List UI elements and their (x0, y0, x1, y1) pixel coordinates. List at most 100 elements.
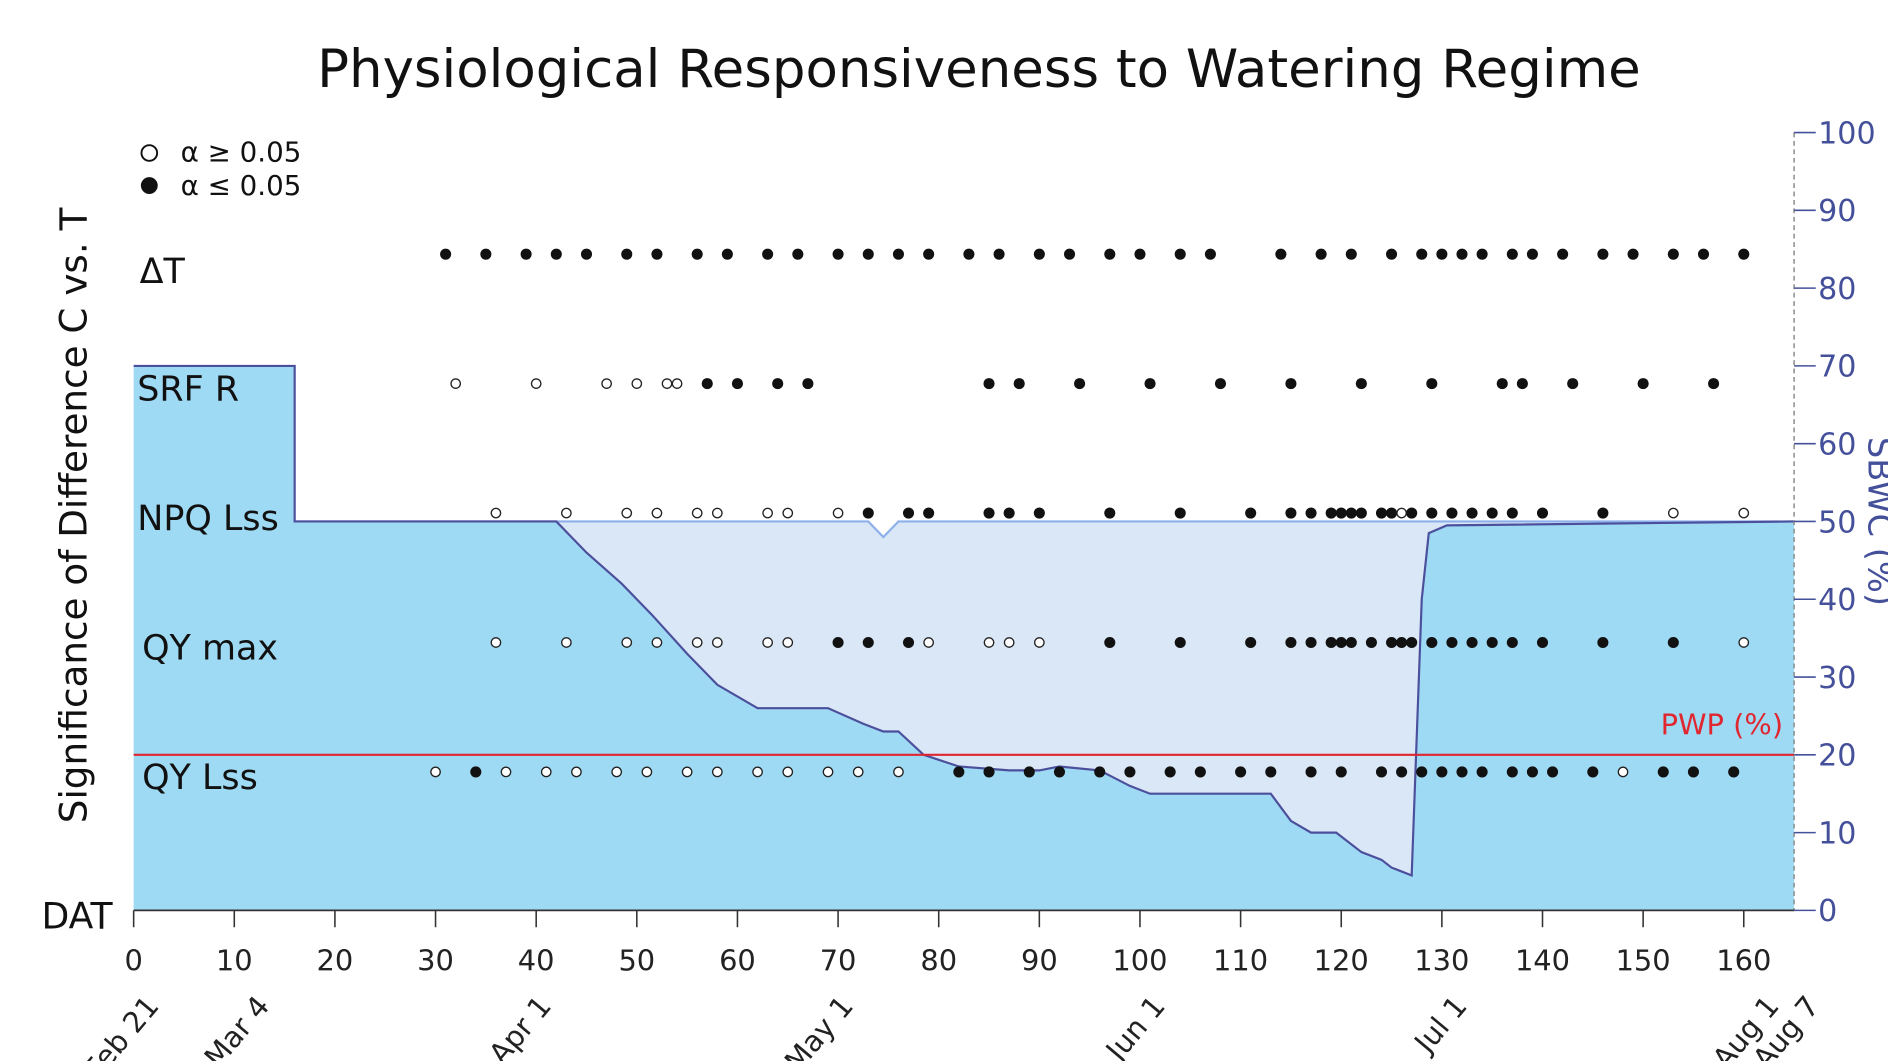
dot-not-significant (542, 767, 551, 776)
dot-significant (903, 508, 914, 519)
dot-not-significant (1397, 508, 1406, 517)
dot-significant (1487, 508, 1498, 519)
dot-not-significant (1004, 638, 1013, 647)
x-tick-label: 60 (719, 944, 756, 978)
dot-significant (1004, 508, 1015, 519)
dot-not-significant (612, 767, 621, 776)
dot-significant (1215, 378, 1226, 389)
x-tick-label: 160 (1716, 944, 1771, 978)
dot-significant (1346, 637, 1357, 648)
dot-significant (1597, 637, 1608, 648)
dot-significant (1738, 249, 1749, 260)
dot-significant (1547, 766, 1558, 777)
dot-not-significant (562, 638, 571, 647)
dot-significant (1396, 766, 1407, 777)
dot-not-significant (753, 767, 762, 776)
dot-significant (470, 766, 481, 777)
dot-not-significant (783, 508, 792, 517)
dot-not-significant (451, 379, 460, 388)
dot-significant (1426, 378, 1437, 389)
dot-significant (692, 249, 703, 260)
dot-not-significant (531, 379, 540, 388)
dot-significant (923, 508, 934, 519)
x-tick-label: 50 (618, 944, 655, 978)
dot-significant (1668, 637, 1679, 648)
dot-not-significant (783, 767, 792, 776)
dot-significant (1658, 766, 1669, 777)
dot-not-significant (854, 767, 863, 776)
dot-significant (923, 249, 934, 260)
chart-title: Physiological Responsiveness to Watering… (317, 39, 1641, 100)
dot-significant (1527, 249, 1538, 260)
legend-label: α ≤ 0.05 (181, 169, 302, 202)
dot-not-significant (823, 767, 832, 776)
dot-not-significant (562, 508, 571, 517)
x-tick-label: 140 (1515, 944, 1570, 978)
dot-significant (1245, 508, 1256, 519)
date-label: Feb 21 (77, 989, 165, 1061)
y2-tick-label: 50 (1818, 505, 1856, 540)
dot-significant (1698, 249, 1709, 260)
y2-tick-label: 30 (1818, 661, 1856, 696)
pwp-label: PWP (%) (1661, 707, 1784, 741)
x-tick-label: 70 (820, 944, 857, 978)
dot-not-significant (894, 767, 903, 776)
x-tick-label: 20 (317, 944, 354, 978)
dot-significant (1356, 378, 1367, 389)
dot-significant (1597, 249, 1608, 260)
dot-significant (772, 378, 783, 389)
y2-tick-label: 60 (1818, 428, 1856, 463)
dot-significant (1336, 766, 1347, 777)
x-tick-label: 0 (124, 944, 142, 978)
dot-significant (863, 249, 874, 260)
dot-significant (1467, 637, 1478, 648)
dot-not-significant (672, 379, 681, 388)
dot-not-significant (602, 379, 611, 388)
dot-not-significant (632, 379, 641, 388)
dot-significant (1396, 637, 1407, 648)
dot-significant (1406, 508, 1417, 519)
dot-significant (1507, 766, 1518, 777)
dot-significant (1014, 378, 1025, 389)
chart: Physiological Responsiveness to Watering… (0, 0, 1888, 1061)
dot-significant (1336, 637, 1347, 648)
y2-tick-label: 90 (1818, 194, 1856, 229)
dot-significant (1497, 378, 1508, 389)
dot-not-significant (491, 508, 500, 517)
dot-not-significant (924, 638, 933, 647)
dot-not-significant (1739, 508, 1748, 517)
dot-significant (1175, 637, 1186, 648)
dot-not-significant (1618, 767, 1627, 776)
date-label: Jun 1 (1098, 989, 1172, 1061)
dot-significant (1104, 508, 1115, 519)
dot-significant (1507, 637, 1518, 648)
dot-not-significant (431, 767, 440, 776)
dot-not-significant (622, 638, 631, 647)
dot-significant (1638, 378, 1649, 389)
dot-significant (702, 378, 713, 389)
dot-significant (1285, 378, 1296, 389)
y2-tick-label: 100 (1818, 116, 1875, 151)
dot-significant (983, 508, 994, 519)
dot-significant (1165, 766, 1176, 777)
dot-significant (863, 508, 874, 519)
row-label: QY max (142, 628, 278, 668)
dot-not-significant (501, 767, 510, 776)
dot-significant (1285, 637, 1296, 648)
dot-significant (551, 249, 562, 260)
dot-significant (1346, 508, 1357, 519)
dot-significant (963, 249, 974, 260)
dot-significant (953, 766, 964, 777)
dot-significant (1477, 766, 1488, 777)
dot-significant (1074, 378, 1085, 389)
date-label: Apr 1 (482, 989, 558, 1061)
dot-significant (1517, 378, 1528, 389)
y2-tick-label: 20 (1818, 739, 1856, 774)
dot-significant (1557, 249, 1568, 260)
dot-significant (1275, 249, 1286, 260)
dot-significant (1376, 766, 1387, 777)
dot-significant (1326, 637, 1337, 648)
x-tick-label: 80 (920, 944, 957, 978)
dot-significant (1134, 249, 1145, 260)
dot-significant (1446, 637, 1457, 648)
